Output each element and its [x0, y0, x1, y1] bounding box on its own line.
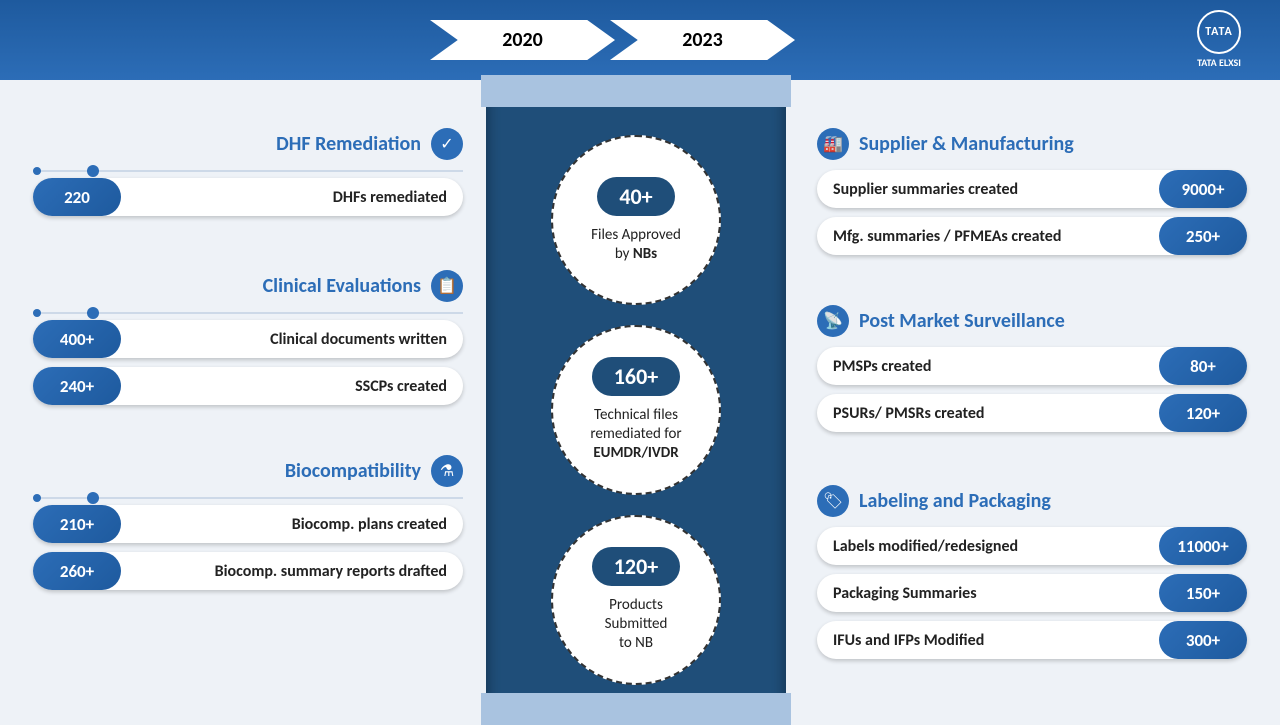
- dhf-stat-number: 220: [33, 178, 121, 216]
- stat-pill: 400+ Clinical documents written: [33, 320, 463, 358]
- section-clinical: Clinical Evaluations 📋 400+ Clinical doc…: [33, 270, 463, 414]
- center-circle-2: 160+ Technical files remediated for EUMD…: [551, 325, 721, 495]
- arrow-year-start: 2020: [430, 20, 615, 60]
- stat-pill: Supplier summaries created 9000+: [817, 170, 1247, 208]
- clinical-title: Clinical Evaluations: [263, 274, 421, 298]
- header-bar: 2020 2023 TATA TATA ELXSI: [0, 0, 1280, 80]
- supplier-stat-0-number: 9000+: [1159, 170, 1247, 208]
- labeling-stat-0-label: Labels modified/redesigned: [817, 537, 1159, 556]
- clinical-stat-1-label: SSCPs created: [121, 377, 463, 396]
- labeling-title: Labeling and Packaging: [859, 489, 1051, 513]
- labeling-stat-2-label: IFUs and IFPs Modified: [817, 631, 1159, 650]
- biocomp-stat-0-label: Biocomp. plans created: [121, 515, 463, 534]
- center-column: 40+ Files Approved by NBs 160+ Technical…: [486, 80, 786, 720]
- circle-1-line1: Files Approved: [591, 226, 681, 244]
- circle-2-line1: Technical files: [594, 406, 678, 424]
- stat-pill: Packaging Summaries 150+: [817, 574, 1247, 612]
- main-content: 40+ Files Approved by NBs 160+ Technical…: [0, 80, 1280, 720]
- circle-1-number: 40+: [597, 177, 674, 216]
- supplier-title: Supplier & Manufacturing: [859, 132, 1074, 156]
- stat-pill: PMSPs created 80+: [817, 347, 1247, 385]
- circle-2-text: Technical files remediated for EUMDR/IVD…: [590, 406, 681, 462]
- section-labeling: 🏷 Labeling and Packaging Labels modified…: [817, 485, 1247, 668]
- circle-2-number: 160+: [592, 357, 680, 396]
- biocomp-title: Biocompatibility: [285, 459, 421, 483]
- biocomp-stat-1-number: 260+: [33, 552, 121, 590]
- circle-3-number: 120+: [592, 547, 680, 586]
- section-divider: [33, 497, 463, 499]
- biocomp-stat-0-number: 210+: [33, 505, 121, 543]
- section-supplier: 🏭 Supplier & Manufacturing Supplier summ…: [817, 128, 1247, 264]
- section-pms: 📡 Post Market Surveillance PMSPs created…: [817, 305, 1247, 441]
- circle-3-text: Products Submitted to NB: [605, 596, 668, 652]
- stat-pill: Mfg. summaries / PFMEAs created 250+: [817, 217, 1247, 255]
- circle-1-bold: NBs: [633, 245, 657, 263]
- circle-1-text: Files Approved by NBs: [591, 226, 681, 264]
- supplier-stat-1-label: Mfg. summaries / PFMEAs created: [817, 227, 1159, 246]
- stat-pill: 220 DHFs remediated: [33, 178, 463, 216]
- pms-stat-0-label: PMSPs created: [817, 357, 1159, 376]
- labeling-stat-2-number: 300+: [1159, 621, 1247, 659]
- circle-2-bold: EUMDR/IVDR: [593, 444, 678, 462]
- clinical-stat-0-label: Clinical documents written: [121, 330, 463, 349]
- circle-3-line3: to NB: [619, 634, 653, 652]
- tata-logo-text: TATA ELXSI: [1197, 56, 1241, 69]
- pms-stat-0-number: 80+: [1159, 347, 1247, 385]
- stat-pill: 210+ Biocomp. plans created: [33, 505, 463, 543]
- center-top-notch: [481, 75, 791, 107]
- lab-icon: ⚗: [431, 455, 463, 487]
- circle-3-line2: Submitted: [605, 615, 668, 633]
- stat-pill: IFUs and IFPs Modified 300+: [817, 621, 1247, 659]
- labeling-stat-0-number: 11000+: [1159, 527, 1247, 565]
- stat-pill: 260+ Biocomp. summary reports drafted: [33, 552, 463, 590]
- labeling-stat-1-number: 150+: [1159, 574, 1247, 612]
- pms-title: Post Market Surveillance: [859, 309, 1065, 333]
- section-divider: [33, 170, 463, 172]
- document-check-icon: ✓: [431, 128, 463, 160]
- factory-icon: 🏭: [817, 128, 849, 160]
- section-divider: [33, 312, 463, 314]
- pms-stat-1-number: 120+: [1159, 394, 1247, 432]
- center-bottom-notch: [481, 693, 791, 725]
- clinical-stat-0-number: 400+: [33, 320, 121, 358]
- tata-logo: TATA TATA ELXSI: [1180, 10, 1258, 70]
- labeling-stat-1-label: Packaging Summaries: [817, 584, 1159, 603]
- arrow-year-end: 2023: [610, 20, 795, 60]
- center-circle-3: 120+ Products Submitted to NB: [551, 515, 721, 685]
- supplier-stat-1-number: 250+: [1159, 217, 1247, 255]
- supplier-stat-0-label: Supplier summaries created: [817, 180, 1159, 199]
- biocomp-stat-1-label: Biocomp. summary reports drafted: [121, 562, 463, 581]
- tata-logo-icon: TATA: [1197, 10, 1241, 54]
- circle-1-line2: by: [615, 245, 633, 263]
- surveillance-icon: 📡: [817, 305, 849, 337]
- circle-2-line2: remediated for: [590, 425, 681, 443]
- stat-pill: 240+ SSCPs created: [33, 367, 463, 405]
- dhf-title: DHF Remediation: [276, 132, 421, 156]
- circle-3-line1: Products: [609, 596, 663, 614]
- dhf-stat-label: DHFs remediated: [121, 188, 463, 207]
- clinical-stat-1-number: 240+: [33, 367, 121, 405]
- stat-pill: PSURs/ PMSRs created 120+: [817, 394, 1247, 432]
- section-biocomp: Biocompatibility ⚗ 210+ Biocomp. plans c…: [33, 455, 463, 599]
- timeline-arrows: 2020 2023: [430, 20, 790, 60]
- stat-pill: Labels modified/redesigned 11000+: [817, 527, 1247, 565]
- pms-stat-1-label: PSURs/ PMSRs created: [817, 404, 1159, 423]
- section-dhf: DHF Remediation ✓ 220 DHFs remediated: [33, 128, 463, 225]
- clipboard-icon: 📋: [431, 270, 463, 302]
- label-icon: 🏷: [817, 485, 849, 517]
- center-circle-1: 40+ Files Approved by NBs: [551, 135, 721, 305]
